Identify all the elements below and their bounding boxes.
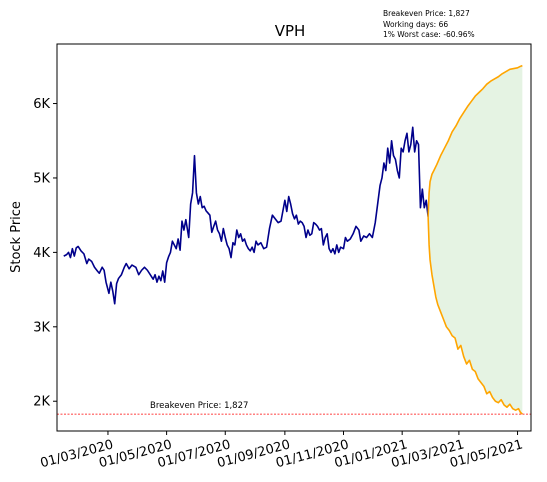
y-tick-label: 4K (33, 246, 50, 261)
series-layer (63, 64, 523, 415)
breakeven-label: Breakeven Price: 1,827 (150, 401, 248, 411)
series-line-0 (63, 126, 429, 305)
y-tick-label: 5K (33, 171, 50, 186)
series-line-2 (427, 216, 523, 415)
series-line-1 (427, 64, 523, 217)
y-axis-label: Stock Price (9, 201, 24, 273)
info-breakeven: Breakeven Price: 1,827 (383, 9, 470, 18)
forecast-range-fill (428, 65, 523, 415)
y-axis: 2K 3K 4K 5K 6K (33, 97, 57, 410)
info-worst-case: 1% Worst case: -60.96% (383, 30, 475, 39)
info-working-days: Working days: 66 (383, 19, 449, 29)
y-tick-label: 2K (33, 395, 50, 410)
y-tick-label: 6K (33, 97, 50, 112)
x-axis: 01/03/202001/05/202001/07/202001/09/2020… (39, 431, 525, 471)
plot-frame (56, 43, 532, 432)
info-box: Breakeven Price: 1,827 Working days: 66 … (383, 9, 475, 41)
chart-title: VPH (275, 22, 306, 40)
y-tick-label: 3K (33, 320, 50, 335)
fill-area (428, 65, 523, 415)
